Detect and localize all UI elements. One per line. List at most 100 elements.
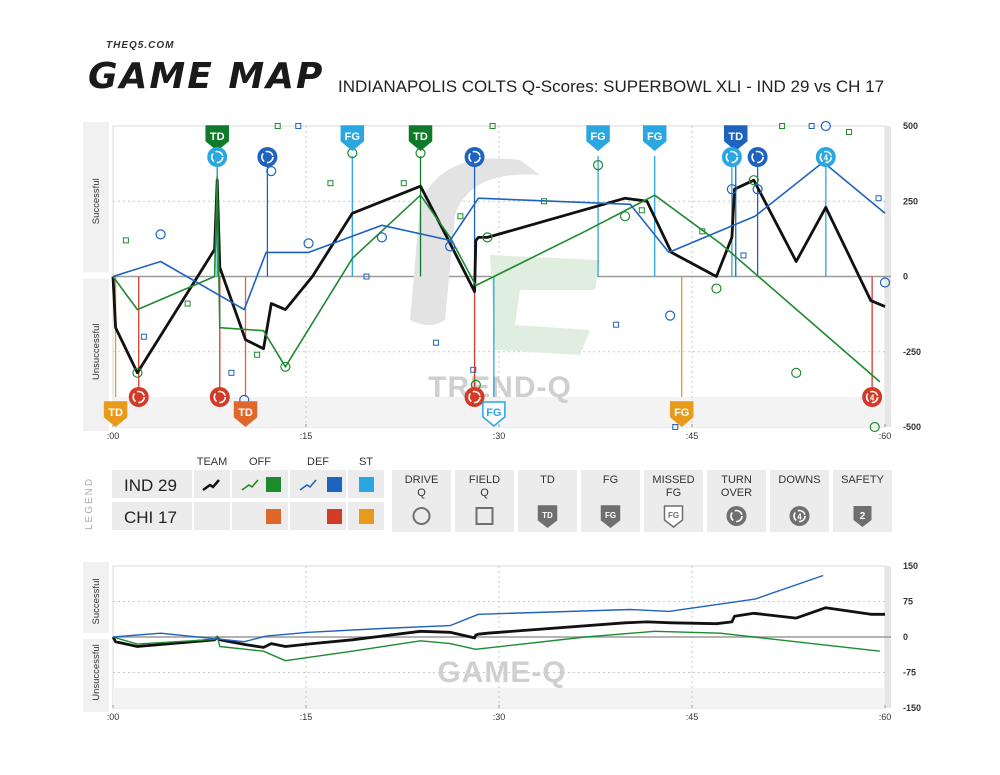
event-turnover-badge xyxy=(257,147,278,167)
field-q-point xyxy=(489,123,496,129)
legend-symbol-label: FIELD Q xyxy=(468,474,501,499)
drive-q-point xyxy=(482,232,493,243)
drive-q-point xyxy=(820,120,831,132)
field-q-point xyxy=(845,129,852,136)
legend-col-st: ST xyxy=(358,456,374,468)
field-q-point xyxy=(254,351,261,358)
legend-symbol-label: DRIVE Q xyxy=(404,474,439,499)
x-tick-label: :60 xyxy=(879,712,892,722)
brand-logo: GAME MAP xyxy=(88,56,325,97)
event-td-badge: TD xyxy=(233,401,258,427)
legend-row-chi: CHI 17 xyxy=(124,508,177,527)
legend-def-swatch xyxy=(327,477,342,492)
field-q-point xyxy=(808,123,815,129)
field-q-point xyxy=(327,180,334,187)
watermark-logo-5 xyxy=(490,255,600,355)
drive-q-point xyxy=(266,166,277,177)
turnover-icon xyxy=(726,506,747,526)
legend-chi-st-swatch xyxy=(359,509,374,524)
event-turnover-badge xyxy=(207,147,228,167)
ylabel-successful-panel xyxy=(83,562,109,633)
field-q-point xyxy=(470,366,477,373)
ylabel-successful: Successful xyxy=(91,178,102,224)
event-fg-badge: FG xyxy=(586,125,610,151)
x-tick-label: :45 xyxy=(686,431,699,441)
drive-q-point xyxy=(752,184,763,195)
legend-symbol-cell: TURN OVER xyxy=(707,470,766,532)
field-q-point xyxy=(779,123,786,129)
event-turnover-badge xyxy=(464,147,485,167)
safety-glyph: 2 xyxy=(860,511,866,522)
field-q-point xyxy=(274,123,281,129)
y-tick-label: 150 xyxy=(903,561,918,571)
trend-q-chart: Successful Unsuccessful:00:15:30:45:60 500… xyxy=(83,120,921,441)
field-q-point xyxy=(432,339,439,346)
shield-shape xyxy=(537,505,558,528)
drive-q-point xyxy=(303,238,314,249)
event-turnover-badge-circle xyxy=(257,147,278,167)
event-td-badge-shape xyxy=(723,125,748,151)
legend-row-chi-cell xyxy=(112,502,192,530)
circle-icon xyxy=(412,507,431,525)
field-q-point xyxy=(699,228,706,235)
event-td-badge-shape xyxy=(205,125,229,151)
event-downs-badge-ring xyxy=(865,390,879,404)
legend-symbol-cell: FIELD Q xyxy=(455,470,514,532)
y-tick-label: 500 xyxy=(903,121,918,131)
legend-row-ind: IND 29 xyxy=(124,476,177,495)
field-q-point xyxy=(457,213,464,220)
shield-shape xyxy=(663,505,684,528)
event-turnover-badge xyxy=(747,147,768,167)
y-tick-label: 75 xyxy=(903,597,913,607)
event-turnover-badge-ring xyxy=(210,150,224,164)
field-q-point xyxy=(541,198,548,205)
event-turnover-badge-circle xyxy=(747,147,768,167)
watermark: GAME-Q xyxy=(437,656,566,689)
legend-symbol-cell: SAFETY 2 xyxy=(833,470,892,532)
event-td-badge-label: TD xyxy=(108,407,123,419)
legend-row-ind-cell xyxy=(112,470,192,498)
legend-symbol-label: TURN OVER xyxy=(720,474,753,499)
watermark: TREND-Q xyxy=(428,371,572,404)
drive-q-point xyxy=(726,184,737,195)
shield-glyph: FG xyxy=(668,511,679,520)
event-turnover-badge-ring xyxy=(468,390,481,404)
legend-symbol-cell: TD TD xyxy=(518,470,577,532)
safety-icon: 2 xyxy=(853,506,872,527)
badge-ring xyxy=(730,509,743,523)
x-tick-label: :15 xyxy=(300,431,313,441)
field-q-point xyxy=(363,273,370,280)
event-turnover-badge-circle xyxy=(721,147,742,167)
square-shape xyxy=(475,507,494,525)
field-q-point xyxy=(740,252,747,259)
legend-symbol-label: FG xyxy=(602,474,619,486)
event-turnover-badge-ring xyxy=(261,150,274,164)
legend-symbol-label: SAFETY xyxy=(841,474,884,486)
td-shield-icon: TD xyxy=(537,505,558,528)
event-td-badge: TD xyxy=(103,401,128,427)
event-missed-fg-badge-shape xyxy=(482,401,506,427)
ylabel-unsuccessful: Unsuccessful xyxy=(91,324,102,381)
x-tick-label: :00 xyxy=(107,431,120,441)
y-tick-label: -75 xyxy=(903,668,916,678)
legend-team-line xyxy=(202,479,220,492)
event-fg-badge-shape xyxy=(586,125,610,151)
field-q-point xyxy=(613,321,620,328)
missed-fg-shield-icon: FG xyxy=(663,505,684,528)
legend-st-swatch xyxy=(359,477,374,492)
event-td-badge: TD xyxy=(205,125,229,151)
event-fg-badge-shape xyxy=(642,125,667,151)
field-q-point xyxy=(295,123,302,129)
event-fg-badge-shape xyxy=(340,125,365,151)
circle-shape xyxy=(412,507,431,525)
event-td-badge-label: TD xyxy=(413,131,428,143)
legend-symbol-cell: MISSED FG FG xyxy=(644,470,703,532)
drive-q-point xyxy=(879,277,891,288)
field-q-point xyxy=(400,180,407,187)
event-missed-fg-badge: FG xyxy=(482,401,506,427)
legend-symbol-label: DOWNS xyxy=(778,474,821,486)
event-td-badge-label: TD xyxy=(728,131,743,143)
event-fg-badge-label: FG xyxy=(674,407,689,419)
event-td-badge-label: TD xyxy=(210,131,225,143)
drive-q-point xyxy=(376,232,388,243)
